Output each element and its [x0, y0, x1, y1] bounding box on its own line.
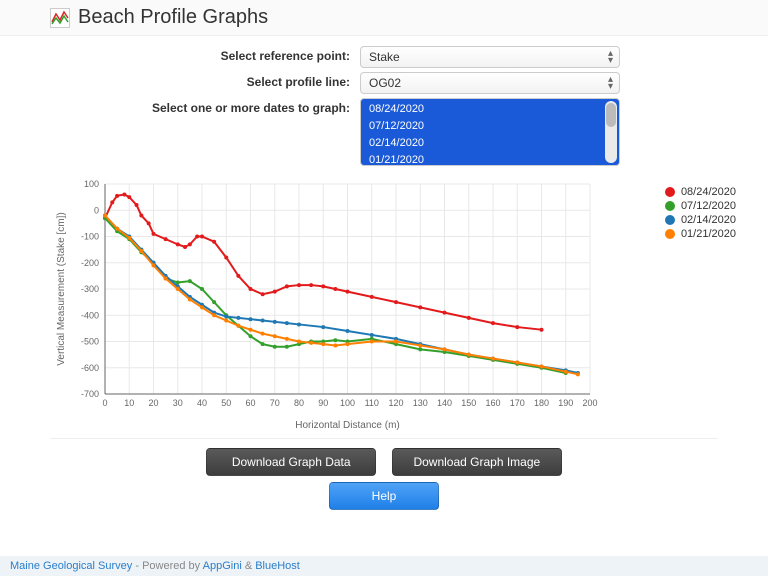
profile-chart: -700 -600 -500 -400 -300 -200 -100 0 100 0 10 20 30 4… [50, 174, 700, 434]
reference-point-select[interactable]: Stake ▴▾ [360, 46, 620, 68]
svg-text:-100: -100 [81, 232, 99, 242]
svg-text:130: 130 [413, 398, 428, 408]
svg-text:30: 30 [173, 398, 183, 408]
legend-item: 02/14/2020 [665, 214, 736, 226]
svg-text:100: 100 [84, 179, 99, 189]
page-title: Beach Profile Graphs [78, 6, 268, 29]
legend-swatch [665, 187, 675, 197]
svg-text:Horizontal Distance (m): Horizontal Distance (m) [295, 420, 399, 431]
date-option[interactable]: 02/14/2020 [363, 135, 617, 152]
legend-item: 01/21/2020 [665, 228, 736, 240]
page-header: Beach Profile Graphs [0, 0, 768, 36]
reference-point-value: Stake [369, 50, 400, 64]
page-footer: Maine Geological Survey - Powered by App… [0, 556, 768, 576]
legend-label: 07/12/2020 [681, 200, 736, 212]
svg-text:-600: -600 [81, 363, 99, 373]
svg-text:40: 40 [197, 398, 207, 408]
scrollbar[interactable] [605, 101, 617, 163]
svg-text:190: 190 [558, 398, 573, 408]
dates-multiselect[interactable]: 08/24/2020 07/12/2020 02/14/2020 01/21/2… [360, 98, 620, 166]
scrollbar-thumb[interactable] [606, 103, 616, 127]
svg-text:-300: -300 [81, 284, 99, 294]
svg-text:140: 140 [437, 398, 452, 408]
legend-label: 08/24/2020 [681, 186, 736, 198]
date-option[interactable]: 08/24/2020 [363, 101, 617, 118]
footer-appgini-link[interactable]: AppGini [203, 560, 242, 572]
legend-item: 08/24/2020 [665, 186, 736, 198]
legend-label: 02/14/2020 [681, 214, 736, 226]
footer-text: - Powered by [132, 560, 202, 572]
legend-swatch [665, 215, 675, 225]
svg-text:160: 160 [485, 398, 500, 408]
controls-panel: Select reference point: Stake ▴▾ Select … [0, 36, 768, 174]
svg-text:0: 0 [94, 205, 99, 215]
svg-text:Vertical Measurement (Stake [c: Vertical Measurement (Stake [cm]) [56, 212, 67, 365]
svg-text:-700: -700 [81, 389, 99, 399]
download-data-button[interactable]: Download Graph Data [206, 448, 376, 476]
svg-text:50: 50 [221, 398, 231, 408]
legend-item: 07/12/2020 [665, 200, 736, 212]
chart-legend: 08/24/2020 07/12/2020 02/14/2020 01/21/2020 [665, 186, 736, 242]
footer-bluehost-link[interactable]: BlueHost [255, 560, 300, 572]
profile-line-value: OG02 [369, 76, 401, 90]
profile-line-select[interactable]: OG02 ▴▾ [360, 72, 620, 94]
svg-text:100: 100 [340, 398, 355, 408]
chart-icon [50, 8, 70, 28]
legend-label: 01/21/2020 [681, 228, 736, 240]
svg-text:10: 10 [124, 398, 134, 408]
svg-text:0: 0 [102, 398, 107, 408]
legend-swatch [665, 229, 675, 239]
dates-label: Select one or more dates to graph: [50, 98, 360, 115]
svg-text:150: 150 [461, 398, 476, 408]
date-option[interactable]: 07/12/2020 [363, 118, 617, 135]
download-image-button[interactable]: Download Graph Image [392, 448, 562, 476]
help-button[interactable]: Help [329, 482, 439, 510]
date-option[interactable]: 01/21/2020 [363, 152, 617, 169]
svg-text:90: 90 [318, 398, 328, 408]
button-row: Download Graph Data Download Graph Image… [50, 438, 718, 515]
svg-text:170: 170 [510, 398, 525, 408]
footer-text: & [242, 560, 255, 572]
reference-point-label: Select reference point: [50, 46, 360, 63]
footer-org-link[interactable]: Maine Geological Survey [10, 560, 132, 572]
svg-text:200: 200 [582, 398, 597, 408]
svg-text:70: 70 [270, 398, 280, 408]
svg-text:-400: -400 [81, 310, 99, 320]
chevron-updown-icon: ▴▾ [608, 76, 613, 90]
chart-container: -700 -600 -500 -400 -300 -200 -100 0 100 0 10 20 30 4… [0, 174, 768, 434]
svg-text:-500: -500 [81, 337, 99, 347]
svg-text:80: 80 [294, 398, 304, 408]
svg-text:120: 120 [388, 398, 403, 408]
legend-swatch [665, 201, 675, 211]
svg-text:60: 60 [245, 398, 255, 408]
svg-text:20: 20 [148, 398, 158, 408]
svg-text:110: 110 [365, 398, 379, 408]
svg-text:180: 180 [534, 398, 549, 408]
chevron-updown-icon: ▴▾ [608, 50, 613, 64]
svg-text:-200: -200 [81, 258, 99, 268]
profile-line-label: Select profile line: [50, 72, 360, 89]
